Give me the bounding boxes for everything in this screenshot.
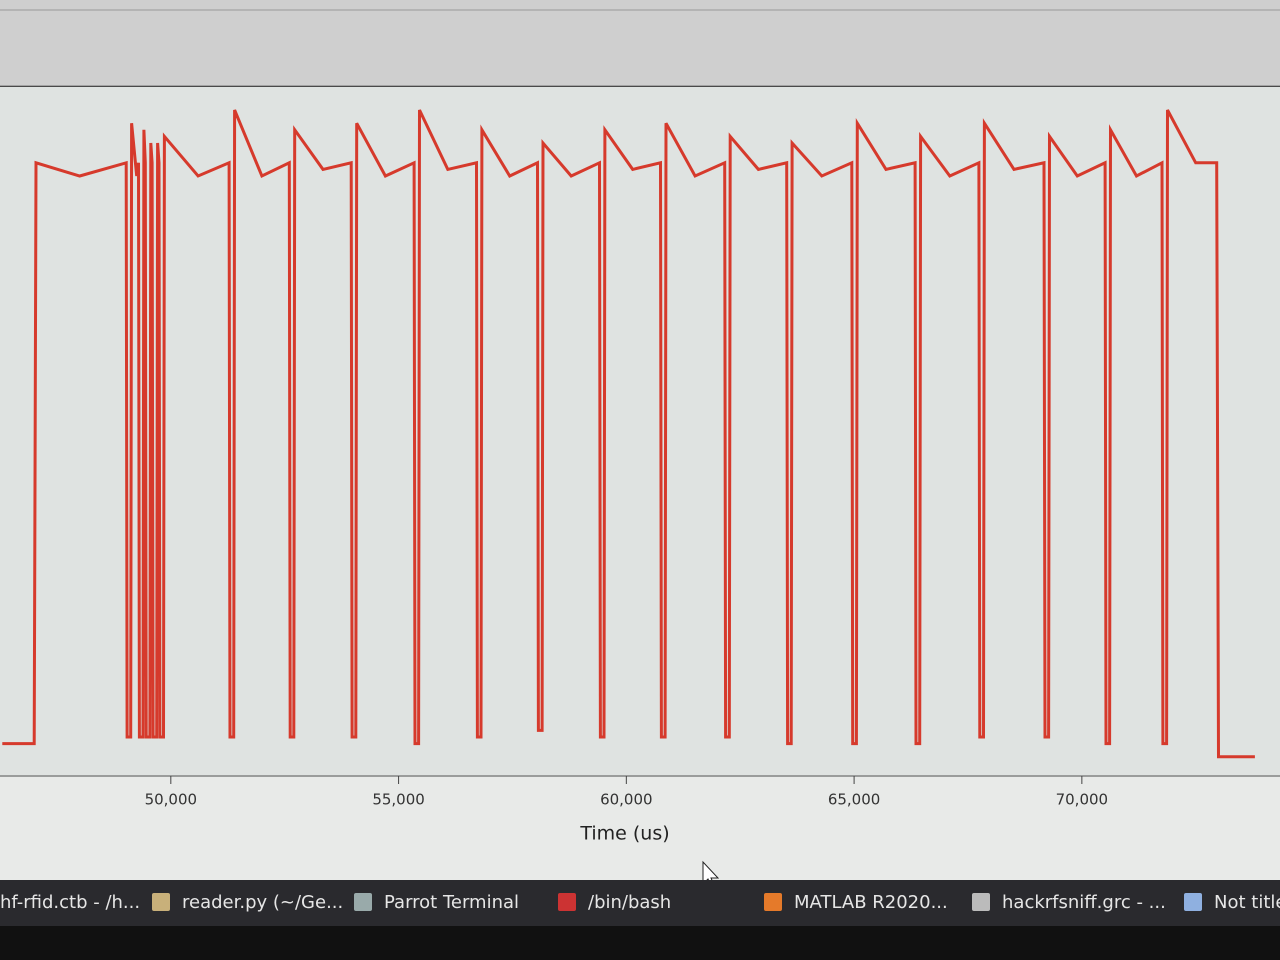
x-tick-label: 55,000: [372, 791, 425, 809]
x-tick-label: 50,000: [145, 791, 198, 809]
x-axis-label: Time (us): [579, 823, 669, 845]
x-tick-label: 65,000: [828, 791, 881, 809]
task-icon: [764, 893, 782, 911]
task-button[interactable]: reader.py (~/Ge...: [182, 892, 343, 913]
plot-area: [0, 87, 1280, 777]
task-icon: [1184, 893, 1202, 911]
signal-line: [2, 109, 1255, 759]
taskbar: [0, 880, 1280, 926]
taskbar-items: hf-rfid.ctb - /h... reader.py (~/Ge... Par…: [0, 892, 1280, 913]
task-icon: [558, 893, 576, 911]
task-button[interactable]: hf-rfid.ctb - /h...: [0, 892, 140, 913]
bezel: [0, 926, 1280, 960]
task-icon: [354, 893, 372, 911]
axis-area: [0, 777, 1280, 880]
x-tick-label: 60,000: [600, 791, 653, 809]
task-icon: [972, 893, 990, 911]
task-icon: [152, 893, 170, 911]
task-button[interactable]: Parrot Terminal: [384, 892, 519, 913]
task-button[interactable]: Not title: [1214, 892, 1280, 913]
task-button[interactable]: /bin/bash: [588, 892, 671, 913]
task-button[interactable]: hackrfsniff.grc - ...: [1002, 892, 1166, 913]
task-button[interactable]: MATLAB R2020...: [794, 892, 948, 913]
x-tick-label: 70,000: [1056, 791, 1109, 809]
window-header: [0, 0, 1280, 86]
